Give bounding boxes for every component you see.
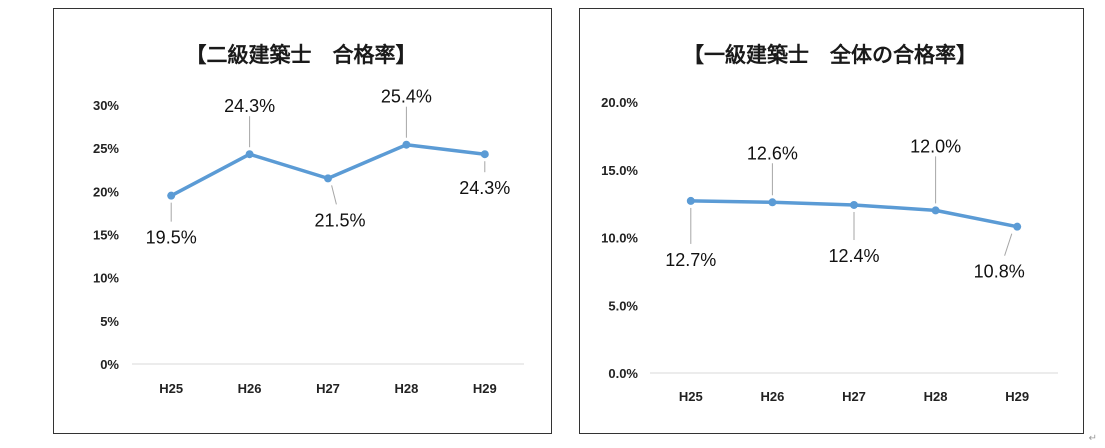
chart-title: 【一級建築士 全体の合格率】 — [683, 43, 977, 67]
x-category-label: H25 — [159, 381, 183, 396]
chart-panel-first-class: 【一級建築士 全体の合格率】 0.0% 5.0% 10.0% 15.0% 20.0% H2… — [579, 8, 1084, 434]
y-tick-label: 30% — [93, 98, 119, 113]
data-label: 19.5% — [146, 228, 197, 248]
data-label: 12.6% — [747, 143, 798, 163]
data-point — [686, 196, 695, 205]
line-chart-first-class: 【一級建築士 全体の合格率】 0.0% 5.0% 10.0% 15.0% 20.0% H2… — [601, 43, 1058, 404]
y-tick-label: 0% — [100, 357, 119, 372]
line-chart-second-class: 【二級建築士 合格率】 0% 5% 10% 15% 20% 25% 30% H25 H26 H27… — [93, 43, 524, 396]
data-point — [245, 150, 254, 159]
y-tick-label: 5% — [100, 314, 119, 329]
data-label: 12.7% — [665, 250, 716, 270]
y-tick-label: 15% — [93, 228, 119, 243]
x-category-label: H26 — [238, 381, 262, 396]
data-label: 25.4% — [381, 87, 432, 107]
data-label: 24.3% — [224, 96, 275, 116]
y-tick-label: 25% — [93, 141, 119, 156]
chart-panel-second-class: 【二級建築士 合格率】 0% 5% 10% 15% 20% 25% 30% H25 H26 H27… — [53, 8, 552, 434]
data-label: 10.8% — [974, 262, 1025, 282]
data-point — [402, 140, 411, 149]
y-tick-label: 15.0% — [601, 163, 638, 178]
y-tick-label: 10% — [93, 271, 119, 286]
x-category-label: H29 — [1005, 389, 1029, 404]
y-tick-label: 0.0% — [608, 366, 638, 381]
data-point — [850, 200, 858, 209]
x-category-label: H28 — [394, 381, 418, 396]
x-category-label: H26 — [760, 389, 784, 404]
y-tick-label: 10.0% — [601, 231, 638, 246]
data-label: 12.0% — [910, 136, 961, 156]
data-point — [1013, 222, 1022, 231]
chart-title: 【二級建築士 合格率】 — [186, 43, 417, 67]
y-tick-label: 5.0% — [608, 298, 638, 313]
data-point — [167, 191, 176, 200]
y-tick-label: 20.0% — [601, 95, 638, 110]
data-label: 12.4% — [828, 246, 879, 266]
x-category-label: H27 — [842, 389, 866, 404]
y-tick-label: 20% — [93, 184, 119, 199]
x-category-label: H29 — [473, 381, 497, 396]
label-leader-line — [1004, 233, 1013, 256]
data-point — [931, 206, 940, 215]
x-category-label: H27 — [316, 381, 340, 396]
data-point — [324, 174, 332, 183]
data-point — [480, 150, 489, 159]
paragraph-mark-icon: ↵ — [1088, 433, 1097, 444]
label-leader-line — [331, 185, 337, 205]
data-point — [768, 198, 777, 207]
x-category-label: H25 — [679, 389, 703, 404]
series-line — [170, 142, 486, 198]
x-category-label: H28 — [924, 389, 948, 404]
data-label: 24.3% — [459, 178, 510, 198]
data-label: 21.5% — [314, 210, 365, 230]
